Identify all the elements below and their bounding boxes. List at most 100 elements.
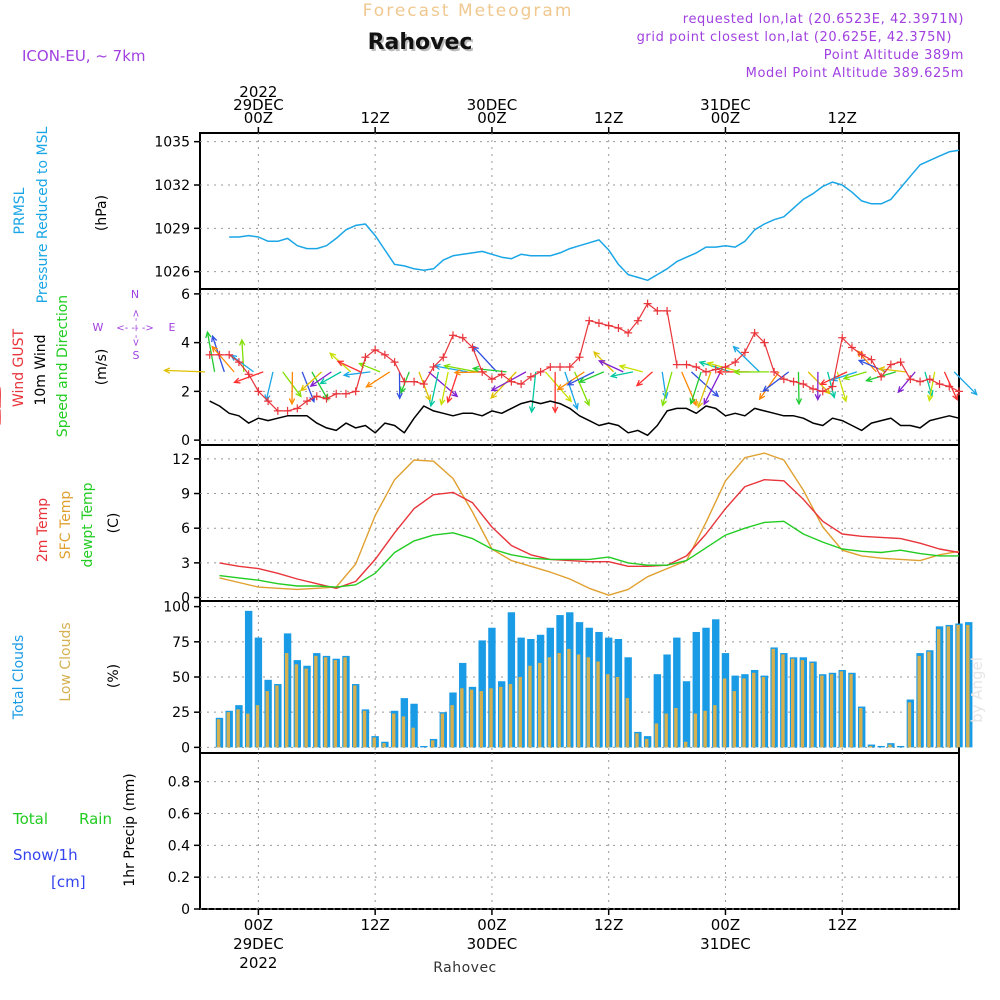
wind-direction-arrow [564,371,578,410]
2m-temp-label: 2m Temp [35,498,51,562]
wind-gust-label: Wind GUST [11,328,27,407]
total-cloud-bar [877,745,885,748]
2m-temp-line [219,479,960,589]
gust-marker [449,331,457,340]
compass-w: W [93,321,104,334]
total-cloud-bar [663,654,671,748]
y-tick-label: 0 [181,591,190,607]
gust-marker [526,372,535,381]
gust-marker [585,316,594,325]
gust-marker [653,306,662,315]
low-cloud-bar [966,624,970,748]
grid-lines [200,133,959,910]
wind-direction-arrow [661,371,673,406]
wind-arrow-head [829,391,837,399]
wind-arrow-head [211,334,218,343]
wind-direction-arrow [211,346,235,373]
gust-marker [721,363,730,371]
gust-marker [916,377,925,386]
low-cloud-bar [343,657,347,748]
point-altitude: Point Altitude 389m [824,48,964,63]
low-cloud-bar [635,733,639,748]
gust-marker [419,380,428,389]
low-cloud-bar [469,689,474,748]
wind-arrow-head [233,377,241,384]
bottom-axis-label: 12Z [828,916,857,934]
wind-arrow-head [428,399,436,408]
wind-direction-arrow [544,371,572,402]
compass-ew-arrow: <- -- -> [116,323,154,334]
low-cloud-bar [401,716,406,748]
y-tick-label: 12 [172,452,190,468]
low-cloud-bar [761,677,766,748]
top-axis-label: 29DEC [233,96,284,114]
low-cloud-bar [674,707,678,748]
wind-arrow-head [309,380,317,387]
low-cloud-bar [372,737,376,748]
total-cloud-bar [702,627,710,748]
gust-marker [760,338,769,347]
wind-arrow-head [322,393,329,401]
low-cloud-bar [683,741,688,748]
wind-direction-arrow [836,371,847,402]
sfc-temp-line [219,452,960,596]
gust-marker [643,299,652,308]
low-cloud-bar [800,660,805,748]
low-cloud-bar [829,674,834,748]
wind-direction-arrow [447,371,459,403]
low-cloud-bar [411,727,415,748]
gust-marker [400,377,409,386]
wind-direction-arrow [843,371,867,380]
low-cloud-bar [946,626,951,748]
wind-arrow-head [660,399,668,407]
bottom-axis-label: 30DEC [467,935,518,953]
wind-speed-line [209,400,960,437]
low-cloud-bar [246,713,250,748]
wind-direction-arrow [599,360,624,373]
wind-arrow-head [814,393,821,402]
low-cloud-bar [732,691,736,748]
gust-marker [225,350,234,359]
wind-arrow-head [618,364,626,371]
gust-marker [847,343,856,352]
wind-direction-arrow [320,371,342,385]
gust-marker [672,360,681,369]
low-cloud-bar [499,686,503,748]
wind-arrow-head [471,365,480,373]
gust-marker [380,350,389,359]
low-cloud-bar [508,684,513,748]
temp-panel-frame [199,444,960,602]
low-cloud-bar [790,658,795,748]
total-cloud-bar [410,703,418,748]
gust-marker [234,358,243,367]
low-cloud-bar [771,648,775,748]
gust-marker [663,306,672,315]
low-cloud-bar [752,672,756,748]
gust-marker [332,389,341,398]
y-tick-label: 0 [181,740,190,756]
y-tick-label: 0 [181,902,190,918]
low-cloud-bar [479,691,483,748]
wind-arrow-head [443,363,451,370]
wind-direction-arrow [311,371,329,400]
wind-arrow-head [841,395,848,403]
top-axis-label: 30DEC [467,96,518,114]
y-tick-label: 75 [172,635,190,651]
y-tick-label: 0.8 [168,775,190,791]
compass-s: S [133,349,140,362]
station-title: Rahovec [368,30,473,55]
total-cloud-bar [896,745,905,748]
gust-marker [565,363,574,371]
wind-arrow-head [336,360,344,367]
gust-marker [215,350,224,359]
gust-marker [283,406,292,415]
wind-direction-arrow [703,371,722,405]
low-cloud-bar [284,653,289,748]
precip-unit-label: 1hr Precip (mm) [122,773,138,886]
gust-marker [244,370,253,379]
wind-direction-arrow [611,371,634,377]
compass-ns-arrow: <- -- -> [131,309,142,347]
wind-direction-arrow [301,371,315,402]
wind-direction-arrow [490,371,517,399]
app-title: Forecast Meteogram [363,1,574,21]
